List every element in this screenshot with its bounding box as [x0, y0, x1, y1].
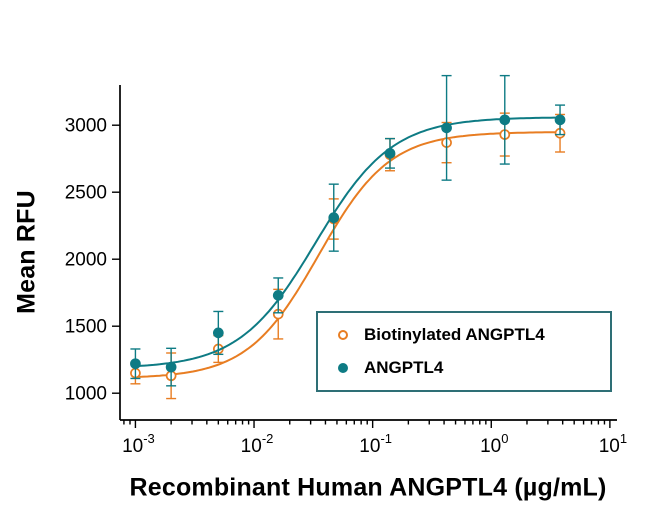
data-point [384, 147, 396, 159]
data-point [441, 122, 452, 134]
filled-circle-marker-icon [338, 363, 348, 373]
data-point [272, 290, 284, 301]
tick-labels: 1000 1500 2000 2500 3000 10-3 10-2 10-1 100 101 [65, 116, 627, 457]
tick-marks [112, 124, 611, 428]
x-axis-title: Recombinant Human ANGPTL4 (µg/mL) [129, 473, 607, 502]
legend: Biotinylated ANGPTL4 ANGPTL4 [316, 311, 612, 392]
legend-label: ANGPTL4 [364, 358, 444, 377]
x-tick-label: 10-2 [241, 431, 274, 457]
data-point [212, 327, 224, 339]
x-tick-label: 10-1 [359, 431, 392, 457]
legend-item-angptl4: ANGPTL4 [338, 358, 610, 378]
x-tick-label: 101 [599, 431, 627, 457]
y-tick-label: 1500 [65, 317, 107, 338]
x-tick-label: 100 [480, 431, 508, 457]
data-point [554, 114, 566, 126]
fit-curve [135, 131, 560, 378]
legend-label: Biotinylated ANGPTL4 [364, 325, 545, 344]
data-point [165, 361, 177, 373]
y-axis-title: Mean RFU [12, 190, 41, 314]
series-layer [130, 74, 566, 400]
x-tick-label: 10-3 [122, 431, 155, 457]
legend-item-biotinylated-angptl4: Biotinylated ANGPTL4 [338, 325, 610, 345]
axes [119, 85, 617, 421]
y-tick-label: 3000 [65, 116, 107, 137]
series-angptl4 [130, 74, 566, 387]
data-point [499, 114, 511, 126]
open-circle-marker-icon [338, 330, 348, 340]
y-tick-label: 2000 [65, 250, 107, 271]
fit-curve [135, 116, 560, 368]
y-tick-label: 2500 [65, 183, 107, 204]
data-point [328, 212, 340, 224]
data-point [130, 358, 141, 370]
y-tick-label: 1000 [65, 384, 107, 405]
